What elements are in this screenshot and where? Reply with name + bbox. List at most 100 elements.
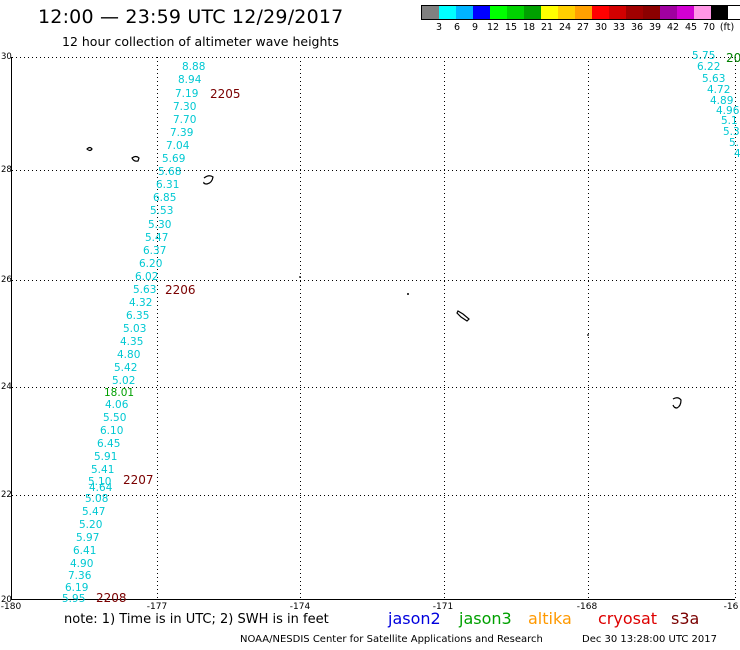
legend-color-bar — [421, 5, 740, 20]
satellite-jason3: jason3 — [459, 609, 512, 628]
wave-height-value: 5.03 — [123, 323, 147, 335]
legend-swatch — [490, 6, 507, 19]
pass-time-label: 2205 — [210, 87, 241, 101]
legend-swatch — [541, 6, 558, 19]
legend-swatch — [507, 6, 524, 19]
legend-tick-label: 70 — [702, 22, 716, 33]
longitude-label: -171 — [432, 602, 454, 612]
pass-time-label: 20 — [726, 51, 740, 65]
legend-tick-label: 15 — [504, 22, 518, 33]
satellite-s3a: s3a — [671, 609, 700, 628]
wave-height-value: 5.41 — [91, 464, 115, 476]
wave-height-value: 5.97 — [76, 532, 100, 544]
wave-height-value: 5.42 — [114, 362, 138, 374]
wave-height-value: 4 — [734, 148, 740, 160]
map-subtitle: 12 hour collection of altimeter wave hei… — [62, 34, 339, 49]
island-dot — [299, 276, 301, 278]
island-coastline — [86, 146, 93, 152]
latitude-label: 20 — [1, 595, 12, 605]
pass-time-label: 2208 — [96, 591, 127, 605]
footer-note: note: 1) Time is in UTC; 2) SWH is in fe… — [64, 612, 329, 627]
island-coastline — [672, 397, 682, 409]
latitude-label: 26 — [1, 275, 12, 285]
island-coastline — [131, 155, 140, 162]
legend-swatch — [660, 6, 677, 19]
legend-tick-label: 39 — [648, 22, 662, 33]
wave-height-value: 4.96 — [716, 105, 740, 117]
satellite-altika: altika — [528, 609, 572, 628]
legend-swatch — [694, 6, 711, 19]
wave-height-value: 7.30 — [173, 101, 197, 113]
wave-height-value: 5.30 — [148, 219, 172, 231]
generated-timestamp: Dec 30 13:28:00 UTC 2017 — [582, 634, 717, 645]
wave-height-value: 7.36 — [68, 570, 92, 582]
latitude-label: 30 — [1, 52, 12, 62]
legend-swatch — [524, 6, 541, 19]
legend-swatch — [473, 6, 490, 19]
longitude-label: -177 — [146, 602, 168, 612]
wave-height-value: 6.02 — [135, 271, 159, 283]
legend-swatch — [439, 6, 456, 19]
wave-height-value: 4.89 — [710, 95, 734, 107]
satellite-jason2: jason2 — [388, 609, 441, 628]
wave-height-map: 8.88 8.94 7.19 7.30 7.70 7.39 7.04 5.69 5.68 6.31… — [11, 50, 740, 605]
wave-height-value: 6.19 — [65, 582, 89, 594]
island-dot — [407, 293, 409, 295]
legend-tick-label: 12 — [486, 22, 500, 33]
wave-height-value: 6.20 — [139, 258, 163, 270]
wave-height-value: 5.69 — [162, 153, 186, 165]
wave-height-value: 4.80 — [117, 349, 141, 361]
legend-swatch — [626, 6, 643, 19]
legend-tick-label: 18 — [522, 22, 536, 33]
legend-swatch — [643, 6, 660, 19]
legend-labels: 3 6 9 12 15 18 21 24 27 30 33 36 39 42 45 70 (ft) — [421, 20, 740, 34]
map-grid-and-coastlines — [12, 57, 736, 600]
wave-height-value: 6.85 — [153, 192, 177, 204]
latitude-label: 24 — [1, 382, 12, 392]
longitude-label: -174 — [289, 602, 311, 612]
legend-swatch — [609, 6, 626, 19]
wave-height-value: 5.95 — [62, 593, 86, 605]
legend-tick-label: 42 — [666, 22, 680, 33]
pass-time-label: 2207 — [123, 473, 154, 487]
wave-height-value: 18.01 — [104, 387, 135, 399]
wave-height-value: 6.22 — [697, 61, 721, 73]
legend-swatch — [592, 6, 609, 19]
wave-height-value: 4.35 — [120, 336, 144, 348]
island-coastline — [203, 175, 214, 185]
legend-tick-label: 30 — [594, 22, 608, 33]
legend-swatch — [422, 6, 439, 19]
wave-height-value: 4.32 — [129, 297, 153, 309]
wave-height-value: 6.41 — [73, 545, 97, 557]
satellite-cryosat: cryosat — [598, 609, 658, 628]
legend-swatch — [456, 6, 473, 19]
wave-height-value: 6.45 — [97, 438, 121, 450]
wave-height-value: 5.63 — [702, 73, 726, 85]
legend-tick-label: 9 — [471, 22, 479, 33]
longitude-label: -16 — [723, 602, 739, 612]
legend-swatch — [711, 6, 728, 19]
wave-height-value: 6.35 — [126, 310, 150, 322]
wave-height-value: 7.19 — [175, 88, 199, 100]
legend-tick-label: 24 — [558, 22, 572, 33]
wave-height-value: 5.63 — [133, 284, 157, 296]
legend-swatch — [677, 6, 694, 19]
wave-height-value: 5.1 — [721, 115, 738, 127]
legend-swatch — [575, 6, 592, 19]
color-legend: 3 6 9 12 15 18 21 24 27 30 33 36 39 42 45 70 (ft) — [421, 5, 740, 34]
legend-tick-label: 36 — [630, 22, 644, 33]
longitude-label: -168 — [576, 602, 598, 612]
wave-height-value: 5.47 — [82, 506, 106, 518]
legend-tick-label: 33 — [612, 22, 626, 33]
wave-height-value: 4.90 — [70, 558, 94, 570]
latitude-label: 22 — [1, 490, 12, 500]
island-coastline — [456, 310, 470, 322]
wave-height-value: 5.68 — [158, 166, 182, 178]
wave-height-value: 5.75 — [692, 50, 716, 62]
wave-height-value: 5.53 — [150, 205, 174, 217]
map-title: 12:00 — 23:59 UTC 12/29/2017 — [38, 6, 344, 28]
wave-height-value: 5.91 — [94, 451, 118, 463]
longitude-label: -180 — [0, 602, 22, 612]
wave-height-value: 5.3 — [723, 126, 740, 138]
island-dot — [587, 334, 589, 336]
